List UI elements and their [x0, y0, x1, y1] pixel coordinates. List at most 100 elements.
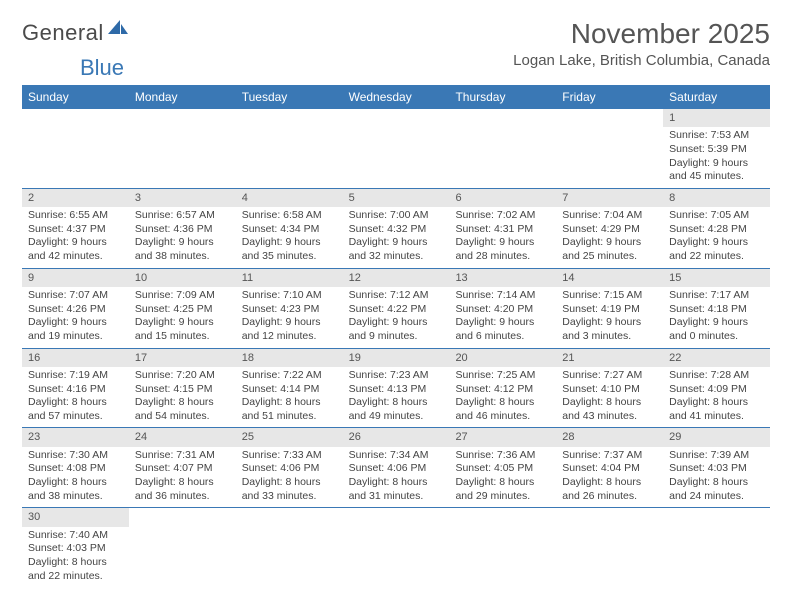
day-details: Sunrise: 7:19 AMSunset: 4:16 PMDaylight:… [22, 367, 129, 428]
sunrise-text: Sunrise: 7:27 AM [562, 369, 657, 383]
sunset-text: Sunset: 4:19 PM [562, 303, 657, 317]
daylight-text: Daylight: 9 hours and 42 minutes. [28, 236, 123, 263]
day-number: 13 [449, 269, 556, 287]
day-cell: 12Sunrise: 7:12 AMSunset: 4:22 PMDayligh… [343, 269, 450, 348]
day-header: Friday [556, 85, 663, 109]
day-number: 10 [129, 269, 236, 287]
sunset-text: Sunset: 4:37 PM [28, 223, 123, 237]
daylight-text: Daylight: 8 hours and 49 minutes. [349, 396, 444, 423]
day-number: 23 [22, 428, 129, 446]
sunrise-text: Sunrise: 7:10 AM [242, 289, 337, 303]
day-details: Sunrise: 7:37 AMSunset: 4:04 PMDaylight:… [556, 447, 663, 508]
month-title: November 2025 [513, 18, 770, 50]
daylight-text: Daylight: 9 hours and 15 minutes. [135, 316, 230, 343]
daylight-text: Daylight: 8 hours and 29 minutes. [455, 476, 550, 503]
empty-cell [449, 508, 556, 587]
day-header: Saturday [663, 85, 770, 109]
day-header: Wednesday [343, 85, 450, 109]
sunset-text: Sunset: 4:18 PM [669, 303, 764, 317]
day-details: Sunrise: 7:53 AMSunset: 5:39 PMDaylight:… [663, 127, 770, 188]
calendar-row: 2Sunrise: 6:55 AMSunset: 4:37 PMDaylight… [22, 189, 770, 269]
day-number: 21 [556, 349, 663, 367]
sunrise-text: Sunrise: 7:15 AM [562, 289, 657, 303]
daylight-text: Daylight: 8 hours and 57 minutes. [28, 396, 123, 423]
daylight-text: Daylight: 9 hours and 19 minutes. [28, 316, 123, 343]
day-number: 24 [129, 428, 236, 446]
daylight-text: Daylight: 9 hours and 6 minutes. [455, 316, 550, 343]
day-cell: 9Sunrise: 7:07 AMSunset: 4:26 PMDaylight… [22, 269, 129, 348]
day-details: Sunrise: 7:33 AMSunset: 4:06 PMDaylight:… [236, 447, 343, 508]
day-number: 5 [343, 189, 450, 207]
day-header: Monday [129, 85, 236, 109]
sunrise-text: Sunrise: 7:53 AM [669, 129, 764, 143]
day-details: Sunrise: 7:28 AMSunset: 4:09 PMDaylight:… [663, 367, 770, 428]
sunset-text: Sunset: 4:22 PM [349, 303, 444, 317]
sunset-text: Sunset: 4:13 PM [349, 383, 444, 397]
sunset-text: Sunset: 4:04 PM [562, 462, 657, 476]
sunset-text: Sunset: 4:36 PM [135, 223, 230, 237]
sunrise-text: Sunrise: 7:37 AM [562, 449, 657, 463]
day-number: 18 [236, 349, 343, 367]
day-cell: 5Sunrise: 7:00 AMSunset: 4:32 PMDaylight… [343, 189, 450, 268]
daylight-text: Daylight: 8 hours and 43 minutes. [562, 396, 657, 423]
sunrise-text: Sunrise: 7:31 AM [135, 449, 230, 463]
sunrise-text: Sunrise: 6:55 AM [28, 209, 123, 223]
sunset-text: Sunset: 4:14 PM [242, 383, 337, 397]
day-cell: 4Sunrise: 6:58 AMSunset: 4:34 PMDaylight… [236, 189, 343, 268]
daylight-text: Daylight: 8 hours and 31 minutes. [349, 476, 444, 503]
daylight-text: Daylight: 9 hours and 22 minutes. [669, 236, 764, 263]
sunrise-text: Sunrise: 6:57 AM [135, 209, 230, 223]
day-details: Sunrise: 7:17 AMSunset: 4:18 PMDaylight:… [663, 287, 770, 348]
day-header: Sunday [22, 85, 129, 109]
sunrise-text: Sunrise: 7:04 AM [562, 209, 657, 223]
day-details: Sunrise: 7:23 AMSunset: 4:13 PMDaylight:… [343, 367, 450, 428]
sunrise-text: Sunrise: 7:34 AM [349, 449, 444, 463]
daylight-text: Daylight: 9 hours and 3 minutes. [562, 316, 657, 343]
day-cell: 13Sunrise: 7:14 AMSunset: 4:20 PMDayligh… [449, 269, 556, 348]
daylight-text: Daylight: 8 hours and 33 minutes. [242, 476, 337, 503]
daylight-text: Daylight: 9 hours and 12 minutes. [242, 316, 337, 343]
day-number: 8 [663, 189, 770, 207]
sunset-text: Sunset: 4:20 PM [455, 303, 550, 317]
day-number: 28 [556, 428, 663, 446]
day-details: Sunrise: 6:57 AMSunset: 4:36 PMDaylight:… [129, 207, 236, 268]
day-cell: 14Sunrise: 7:15 AMSunset: 4:19 PMDayligh… [556, 269, 663, 348]
empty-cell [556, 508, 663, 587]
sunset-text: Sunset: 4:23 PM [242, 303, 337, 317]
day-cell: 30Sunrise: 7:40 AMSunset: 4:03 PMDayligh… [22, 508, 129, 587]
sunset-text: Sunset: 4:03 PM [28, 542, 123, 556]
day-number: 17 [129, 349, 236, 367]
day-cell: 26Sunrise: 7:34 AMSunset: 4:06 PMDayligh… [343, 428, 450, 507]
day-details: Sunrise: 7:36 AMSunset: 4:05 PMDaylight:… [449, 447, 556, 508]
day-details: Sunrise: 7:12 AMSunset: 4:22 PMDaylight:… [343, 287, 450, 348]
calendar: SundayMondayTuesdayWednesdayThursdayFrid… [22, 85, 770, 587]
sunrise-text: Sunrise: 7:07 AM [28, 289, 123, 303]
day-details: Sunrise: 7:20 AMSunset: 4:15 PMDaylight:… [129, 367, 236, 428]
sunrise-text: Sunrise: 7:00 AM [349, 209, 444, 223]
sunrise-text: Sunrise: 7:02 AM [455, 209, 550, 223]
sunset-text: Sunset: 4:07 PM [135, 462, 230, 476]
sunrise-text: Sunrise: 7:05 AM [669, 209, 764, 223]
sunrise-text: Sunrise: 7:25 AM [455, 369, 550, 383]
empty-cell [449, 109, 556, 188]
day-details: Sunrise: 7:40 AMSunset: 4:03 PMDaylight:… [22, 527, 129, 588]
day-details: Sunrise: 7:31 AMSunset: 4:07 PMDaylight:… [129, 447, 236, 508]
day-cell: 27Sunrise: 7:36 AMSunset: 4:05 PMDayligh… [449, 428, 556, 507]
empty-cell [236, 508, 343, 587]
day-cell: 6Sunrise: 7:02 AMSunset: 4:31 PMDaylight… [449, 189, 556, 268]
sunset-text: Sunset: 4:15 PM [135, 383, 230, 397]
day-details: Sunrise: 7:25 AMSunset: 4:12 PMDaylight:… [449, 367, 556, 428]
day-details: Sunrise: 7:07 AMSunset: 4:26 PMDaylight:… [22, 287, 129, 348]
daylight-text: Daylight: 9 hours and 0 minutes. [669, 316, 764, 343]
day-number: 29 [663, 428, 770, 446]
sunset-text: Sunset: 4:34 PM [242, 223, 337, 237]
daylight-text: Daylight: 9 hours and 38 minutes. [135, 236, 230, 263]
day-cell: 10Sunrise: 7:09 AMSunset: 4:25 PMDayligh… [129, 269, 236, 348]
day-number: 27 [449, 428, 556, 446]
logo-text-blue-wrap: Blue [80, 55, 792, 81]
sunset-text: Sunset: 4:32 PM [349, 223, 444, 237]
daylight-text: Daylight: 8 hours and 36 minutes. [135, 476, 230, 503]
day-cell: 16Sunrise: 7:19 AMSunset: 4:16 PMDayligh… [22, 349, 129, 428]
day-number: 7 [556, 189, 663, 207]
daylight-text: Daylight: 8 hours and 38 minutes. [28, 476, 123, 503]
